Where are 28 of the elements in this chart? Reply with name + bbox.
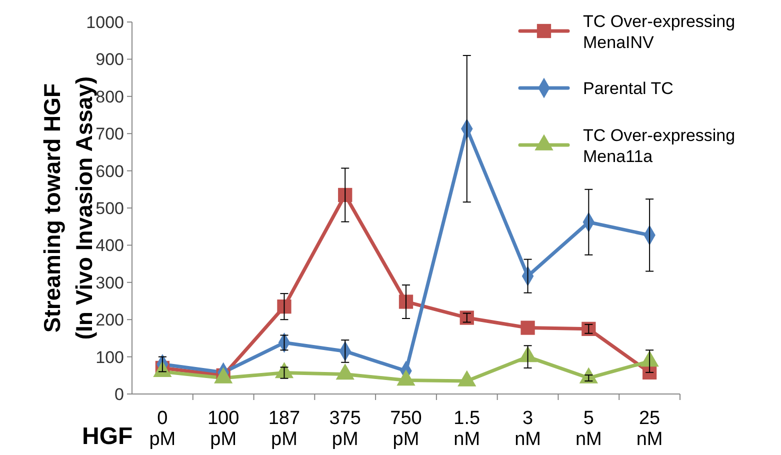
- y-tick-label: 0: [114, 384, 124, 404]
- legend-label: TC Over-expressing Mena11a: [583, 126, 736, 166]
- point: [338, 188, 352, 202]
- x-axis-title: HGF: [82, 423, 133, 450]
- y-axis-title: Streaming toward HGF (In Vivo Invasion Assay): [39, 76, 97, 340]
- legend-label: TC Over-expressing MenaINV: [583, 12, 736, 52]
- x-tick-label: 1.5 nM: [454, 408, 480, 450]
- x-tick-label: 750 pM: [390, 408, 422, 450]
- y-tick-label: 1000: [86, 12, 124, 32]
- point: [520, 320, 535, 335]
- x-tick-label: 3 nM: [514, 408, 541, 450]
- y-tick-label: 100: [96, 348, 124, 367]
- y-tick-label: 400: [96, 236, 124, 256]
- y-tick-label: 200: [96, 310, 124, 330]
- y-tick-label: 300: [96, 273, 124, 292]
- y-tick-label: 600: [96, 162, 124, 181]
- x-tick-label: 375 pM: [329, 408, 361, 450]
- x-tick-label: 187 pM: [268, 408, 300, 450]
- x-tick-label: 0 pM: [149, 408, 176, 450]
- legend-label: Parental TC: [583, 78, 674, 98]
- y-tick-label: 700: [96, 124, 124, 144]
- y-tick-label: 800: [96, 87, 124, 106]
- y-tick-label: 500: [96, 198, 124, 218]
- y-tick-label: 900: [96, 50, 124, 70]
- point: [277, 300, 292, 314]
- x-tick-label: 5 nM: [575, 408, 602, 450]
- x-tick-label: 25 nM: [636, 408, 663, 450]
- x-tick-label: 100 pM: [207, 408, 240, 450]
